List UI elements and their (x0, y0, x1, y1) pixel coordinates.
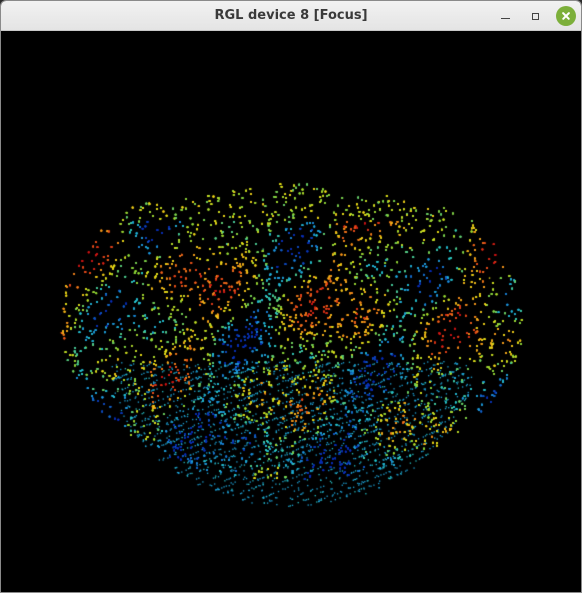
point-cloud-canvas[interactable] (1, 31, 581, 592)
maximize-button[interactable] (525, 6, 545, 26)
close-icon (556, 6, 576, 26)
minimize-icon (500, 17, 510, 20)
window-title: RGL device 8 [Focus] (214, 8, 368, 23)
title-bar[interactable]: RGL device 8 [Focus] (1, 1, 581, 31)
close-button[interactable] (556, 6, 576, 26)
minimize-button[interactable] (495, 6, 515, 26)
maximize-icon (531, 12, 539, 20)
rgl-3d-viewport[interactable] (1, 31, 581, 592)
